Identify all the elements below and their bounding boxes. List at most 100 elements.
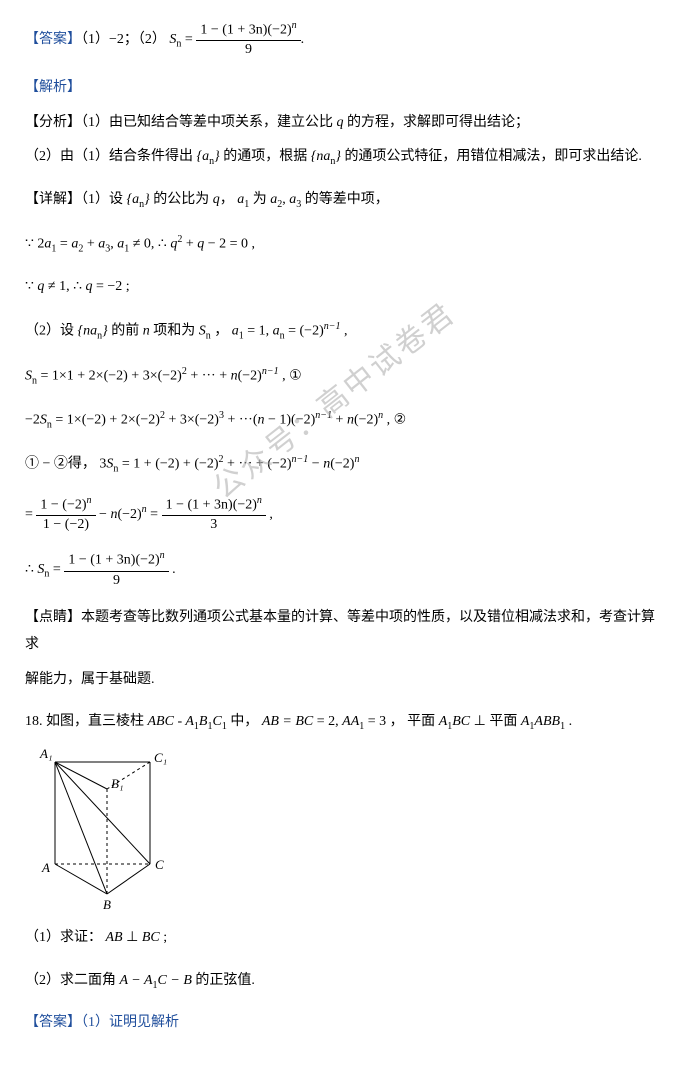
ans-p1: （1） — [81, 32, 109, 47]
analysis-2: （2）由（1）结合条件得出 {an} 的通项，根据 {nan} 的通项公式特征，… — [25, 144, 667, 171]
q18-abc: ABC - A — [148, 714, 194, 729]
s2-t2: C − B — [158, 973, 192, 988]
q18-b: 中， — [227, 714, 262, 729]
e2-a: ∵ — [25, 279, 37, 294]
p2-sup: n−1 — [324, 321, 341, 332]
q18-bc: BC — [452, 714, 470, 729]
m2-d: + ···( — [224, 413, 258, 428]
p2-c: 项和为 — [150, 324, 199, 339]
df-pn1: n−1 — [292, 454, 309, 465]
q18-a: 18. 如图，直三棱柱 — [25, 714, 148, 729]
df-a: ① − ②得， 3 — [25, 457, 106, 472]
q18-aa1: AA — [342, 714, 359, 729]
m2-S: S — [40, 413, 47, 428]
d1-c: 为 — [249, 192, 270, 207]
label-c: C — [155, 857, 164, 872]
fl-c: (−2) — [117, 507, 141, 522]
e2-ne: ≠ 1, ∴ — [44, 279, 85, 294]
a2-nan: {na — [311, 149, 331, 164]
d1-e: 的等差中项， — [301, 192, 389, 207]
a1-a: 【分析】（1）由已知结合等差中项关系，建立公比 — [25, 115, 337, 130]
fl-den1: 1 − (−2) — [36, 516, 95, 534]
s2-b: 的正弦值. — [192, 973, 255, 988]
a1-b: 的方程，求解即可得出结论； — [344, 115, 530, 130]
ans-v1: −2 — [109, 32, 124, 47]
e2-q2: q — [86, 279, 93, 294]
e1-pq: + — [182, 237, 197, 252]
fl-mid: − — [99, 507, 110, 522]
q18-c: ⊥ 平面 — [470, 714, 521, 729]
s2-t: A − A — [120, 973, 153, 988]
label-b: B — [103, 897, 111, 912]
p2-nan: {na — [78, 324, 98, 339]
d1-q: q — [213, 192, 220, 207]
eq2: ∵ q ≠ 1, ∴ q = −2 ; — [25, 274, 667, 301]
sub-q1: （1）求证： AB ⊥ BC ; — [25, 925, 667, 952]
ans-num-sup: n — [292, 20, 297, 31]
q18: 18. 如图，直三棱柱 ABC - A1B1C1 中， AB = BC = 2,… — [25, 709, 667, 736]
label-b1: B₁ — [111, 776, 123, 791]
fl-frac1: 1 − (−2)n 1 − (−2) — [36, 495, 95, 534]
q18-a1bc: A — [439, 714, 448, 729]
s2-a: （2）求二面角 — [25, 973, 120, 988]
m2sn: −2Sn = 1×(−2) + 2×(−2)2 + 3×(−2)3 + ···(… — [25, 406, 667, 434]
analysis-1: 【分析】（1）由已知结合等差中项关系，建立公比 q 的方程，求解即可得出结论； — [25, 110, 667, 137]
m2-n: n — [258, 413, 265, 428]
s1-bc: BC — [142, 930, 160, 945]
se-d: , ① — [279, 368, 302, 383]
a1-q: q — [337, 115, 344, 130]
m2-b: = 1×(−2) + 2×(−2) — [52, 413, 160, 428]
analysis-label: 【解析】 — [25, 75, 667, 102]
th-num: 1 − (1 + 3n)(−2) — [68, 553, 159, 568]
th-end: . — [172, 562, 176, 577]
df-pn: n — [354, 454, 359, 465]
a2-b: 的通项，根据 — [220, 149, 311, 164]
answer-line: 【答案】（1）−2；（2） Sn = 1 − (1 + 3n)(−2)n 9 . — [25, 20, 667, 59]
fl-end: , — [269, 507, 273, 522]
a2-c: 的通项公式特征，用错位相减法，即可求出结论. — [341, 149, 642, 164]
fl-frac2: 1 − (1 + 3n)(−2)n 3 — [162, 495, 266, 534]
se-c: (−2) — [238, 368, 262, 383]
q18-abb1: ABB — [534, 714, 560, 729]
d1-an: {a — [127, 192, 140, 207]
s1-ab: AB — [106, 930, 123, 945]
ans-p2: ；（2） — [124, 32, 166, 47]
se-S: S — [25, 368, 32, 383]
ans-period: . — [301, 32, 305, 47]
e1-t1: ∵ 2 — [25, 237, 44, 252]
se-a: = 1×1 + 2×(−2) + 3×(−2) — [37, 368, 182, 383]
label-a: A — [41, 860, 50, 875]
sub-q2: （2）求二面角 A − A1C − B 的正弦值. — [25, 968, 667, 995]
e1-eq: = — [56, 237, 71, 252]
fl-sup2: n — [257, 495, 262, 506]
th-sup: n — [160, 550, 165, 561]
dj-b: 解能力，属于基础题. — [25, 672, 155, 687]
ans-den: 9 — [196, 41, 300, 59]
ans-num: 1 − (1 + 3n)(−2) — [200, 23, 291, 38]
df-b: = 1 + (−2) + (−2) — [118, 457, 218, 472]
fl-num1: 1 − (−2) — [40, 498, 86, 513]
q18-c1: C — [212, 714, 221, 729]
th-eq: = — [49, 562, 64, 577]
fl-sup1: n — [87, 495, 92, 506]
fl-eq2: = — [147, 507, 162, 522]
d1-label: 【详解】（1）设 — [25, 192, 127, 207]
m2-n2: n — [347, 413, 354, 428]
ans-frac: 1 − (1 + 3n)(−2)n 9 — [196, 20, 300, 59]
se-b: + ··· + — [187, 368, 231, 383]
q18-d: . — [565, 714, 572, 729]
a2-an: {a — [197, 149, 210, 164]
p2-e: = 1, — [244, 324, 273, 339]
fl-eq: = — [25, 507, 36, 522]
m2-e: − 1)(−2) — [265, 413, 316, 428]
m2-c: + 3×(−2) — [165, 413, 219, 428]
fl-num2: 1 − (1 + 3n)(−2) — [166, 498, 257, 513]
df-d: − — [308, 457, 323, 472]
df-c: + ··· + (−2) — [224, 457, 292, 472]
diff: ① − ②得， 3Sn = 1 + (−2) + (−2)2 + ··· + (… — [25, 450, 667, 478]
s1-a: （1）求证： — [25, 930, 106, 945]
therefore: ∴ Sn = 1 − (1 + 3n)(−2)n 9 . — [25, 550, 667, 589]
df-e: (−2) — [330, 457, 354, 472]
e1-p: + — [83, 237, 98, 252]
p2-f: = (−2) — [285, 324, 324, 339]
